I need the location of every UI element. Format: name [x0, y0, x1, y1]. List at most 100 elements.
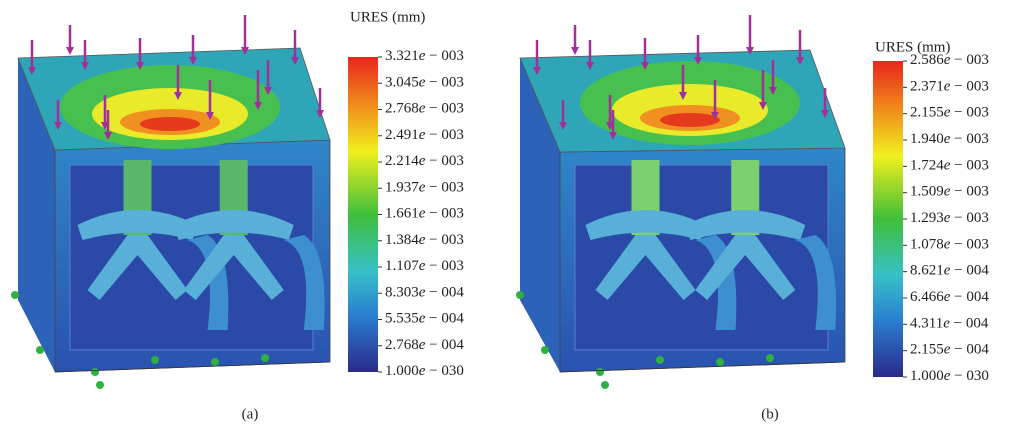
fea-model: [516, 15, 845, 389]
label-part: − 004: [950, 316, 989, 332]
front-opening: [70, 165, 313, 350]
colorbar-label: 4.311e − 004: [910, 316, 989, 332]
support: [151, 356, 159, 364]
colorbar-label: 1.384e − 003: [385, 232, 464, 248]
label-part: 2.768: [385, 101, 419, 117]
colorbar: [873, 61, 903, 377]
support: [261, 354, 269, 362]
caption: (a): [242, 406, 259, 422]
label-part: − 030: [950, 368, 988, 384]
label-part: 3.321: [385, 48, 419, 64]
front-opening: [575, 165, 828, 350]
label-part: − 003: [950, 158, 988, 174]
load-arrow-head: [571, 47, 579, 55]
label-part: 1.293: [910, 210, 944, 226]
label-part: − 004: [950, 263, 989, 279]
label-part: 2.491: [385, 127, 419, 143]
colorbar-label: 5.535e − 004: [385, 311, 464, 327]
colorbar-label: 1.940e − 003: [910, 131, 989, 147]
support: [766, 354, 774, 362]
label-part: 1.940: [910, 131, 944, 147]
colorbar: [348, 57, 378, 372]
colorbar-label: 2.768e − 003: [385, 101, 464, 117]
label-part: − 003: [425, 232, 463, 248]
colorbar-label: 8.303e − 004: [385, 285, 464, 301]
label-part: 1.000: [910, 368, 944, 384]
legend-title: URES (mm): [350, 9, 425, 25]
support: [11, 291, 19, 299]
support: [91, 368, 99, 376]
label-part: − 004: [425, 337, 464, 353]
colorbar-label: 1.937e − 003: [385, 180, 464, 196]
label-part: − 030: [425, 363, 463, 379]
support: [596, 368, 604, 376]
label-part: 1.078: [910, 237, 944, 253]
support: [96, 381, 104, 389]
colorbar-label: 2.155e − 004: [910, 342, 989, 358]
label-part: − 004: [425, 285, 464, 301]
label-part: 1.661: [385, 206, 419, 222]
label-part: 1.384: [385, 232, 419, 248]
support: [211, 358, 219, 366]
figure: URES (mm) 3.321e − 003 3.045e − 003 2.768e …: [0, 0, 1024, 432]
colorbar-label: 2.155e − 003: [910, 105, 989, 121]
colorbar-label: 1.661e − 003: [385, 206, 464, 222]
label-part: − 003: [425, 258, 463, 274]
label-part: − 004: [950, 289, 989, 305]
label-part: − 003: [950, 210, 988, 226]
colorbar-label: 1.078e − 003: [910, 237, 989, 253]
colorbar-label: 3.045e − 003: [385, 75, 464, 91]
support: [516, 291, 524, 299]
support: [656, 356, 664, 364]
label-part: − 003: [425, 75, 463, 91]
colorbar-label: 2.371e − 003: [910, 79, 989, 95]
label-part: 3.045: [385, 75, 419, 91]
label-part: 1.000: [385, 363, 419, 379]
fea-model: [11, 15, 330, 389]
label-part: 1.724: [910, 158, 944, 174]
label-part: 2.586: [910, 52, 944, 68]
label-part: 2.155: [910, 105, 944, 121]
label-part: 1.509: [910, 184, 944, 200]
colorbar-label: 2.586e − 003: [910, 52, 989, 68]
support: [601, 381, 609, 389]
label-part: 4.311: [910, 316, 943, 332]
support: [541, 346, 549, 354]
label-part: 6.466: [910, 289, 944, 305]
contour-red: [140, 117, 200, 131]
label-part: 1.107: [385, 258, 419, 274]
contour-red: [660, 113, 720, 127]
label-part: − 003: [425, 48, 463, 64]
label-part: − 003: [425, 127, 463, 143]
label-part: − 004: [425, 311, 464, 327]
caption: (b): [761, 406, 779, 422]
label-part: 2.371: [910, 79, 944, 95]
colorbar-label: 1.107e − 003: [385, 258, 464, 274]
colorbar-label: 1.000e − 030: [910, 368, 989, 384]
label-part: 2.155: [910, 342, 944, 358]
label-part: − 003: [950, 105, 988, 121]
colorbar-label: 1.000e − 030: [385, 363, 464, 379]
label-part: − 003: [950, 237, 988, 253]
colorbar-label: 6.466e − 004: [910, 289, 989, 305]
colorbar-label: 2.491e − 003: [385, 127, 464, 143]
label-part: 2.768: [385, 337, 419, 353]
support: [36, 346, 44, 354]
label-part: − 003: [425, 153, 463, 169]
label-part: − 003: [950, 131, 988, 147]
load-arrow-head: [66, 47, 74, 55]
label-part: 2.214: [385, 153, 419, 169]
label-part: − 003: [950, 52, 988, 68]
label-part: − 003: [950, 184, 988, 200]
colorbar-label: 3.321e − 003: [385, 48, 464, 64]
label-part: − 004: [950, 342, 989, 358]
colorbar-label: 1.293e − 003: [910, 210, 989, 226]
label-part: − 003: [425, 101, 463, 117]
label-part: − 003: [425, 180, 463, 196]
label-part: 1.937: [385, 180, 419, 196]
label-part: 5.535: [385, 311, 419, 327]
support: [716, 358, 724, 366]
label-part: − 003: [425, 206, 463, 222]
label-part: 8.303: [385, 285, 419, 301]
colorbar-label: 2.214e − 003: [385, 153, 464, 169]
